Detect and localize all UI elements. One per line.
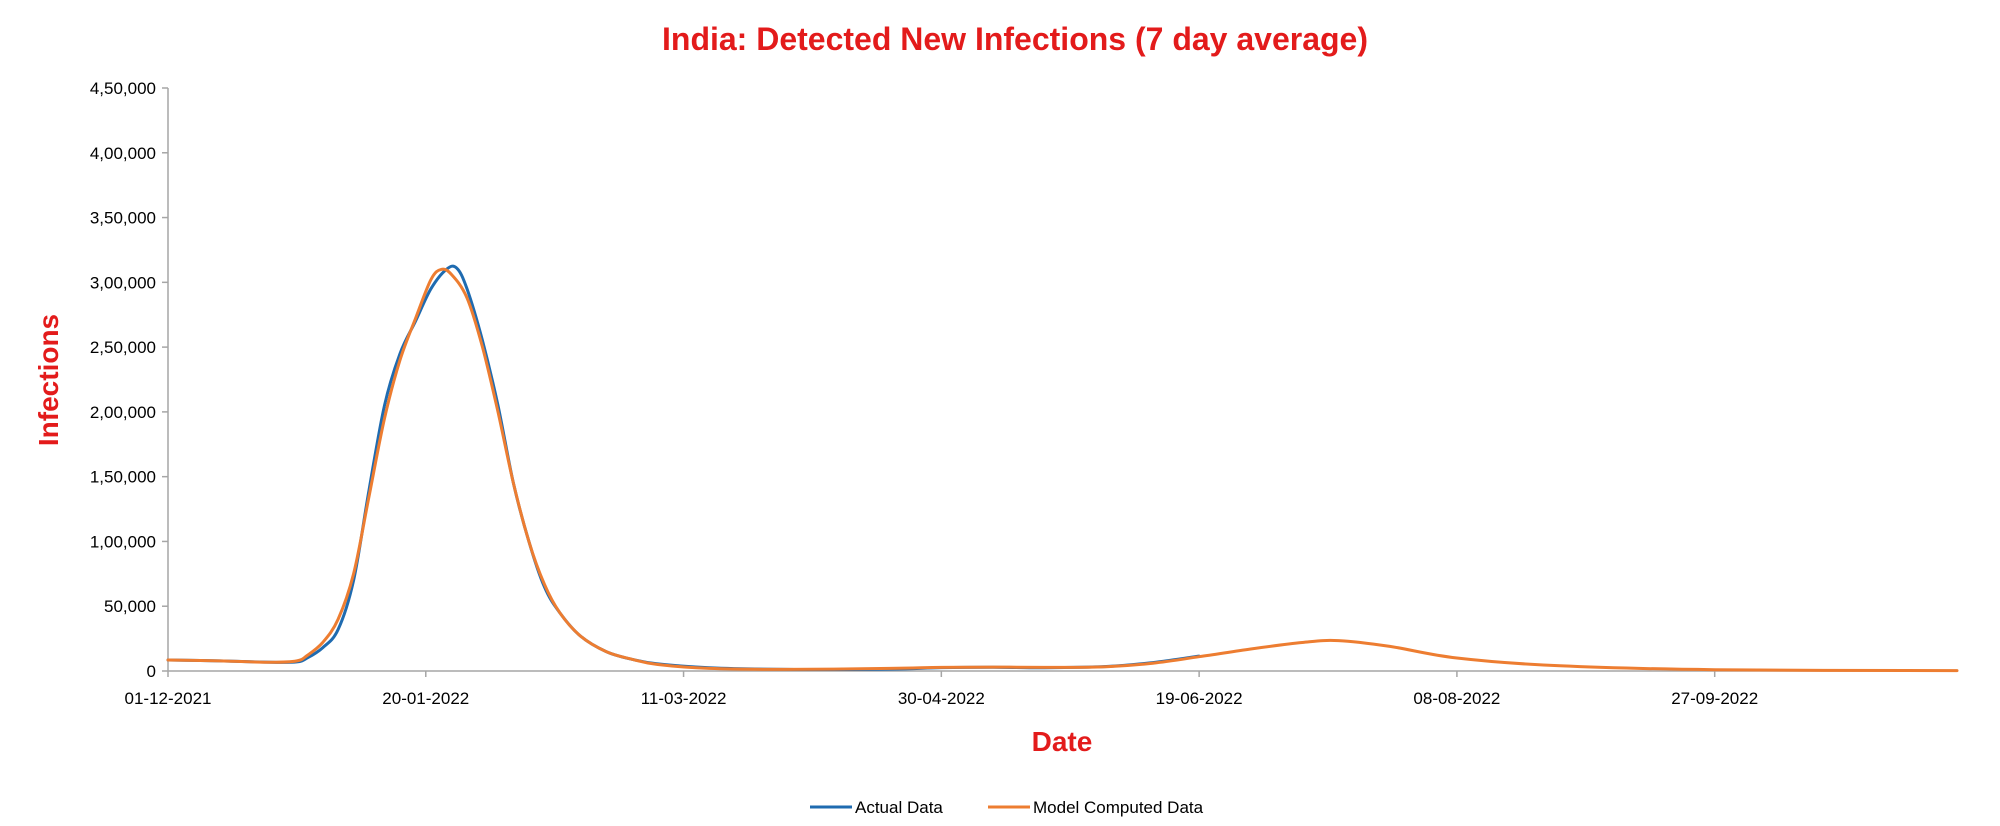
y-tick-label: 1,00,000 (90, 532, 156, 551)
x-tick-label: 30-04-2022 (898, 689, 985, 708)
y-axis-ticks: 0 50,000 1,00,000 1,50,000 2,00,000 2,50,000 3… (90, 79, 168, 681)
y-tick-label: 50,000 (104, 597, 156, 616)
series-layer (166, 264, 1959, 673)
y-tick-label: 3,00,000 (90, 273, 156, 292)
y-tick-label: 4,00,000 (90, 144, 156, 163)
series-line-model-computed-data (166, 267, 1959, 673)
y-tick-label: 2,00,000 (90, 403, 156, 422)
y-tick-label: 2,50,000 (90, 338, 156, 357)
y-tick-label: 1,50,000 (90, 468, 156, 487)
x-tick-label: 19-06-2022 (1156, 689, 1243, 708)
x-tick-label: 11-03-2022 (641, 689, 727, 708)
x-tick-label: 08-08-2022 (1413, 689, 1500, 708)
series-line-actual-data (166, 264, 1201, 672)
x-tick-label: 01-12-2021 (125, 689, 212, 708)
plot-area: 0 50,000 1,00,000 1,50,000 2,00,000 2,50,000 3… (90, 79, 1959, 708)
x-axis-title: Date (1032, 726, 1093, 757)
legend-label: Model Computed Data (1033, 798, 1204, 817)
x-tick-label: 27-09-2022 (1671, 689, 1758, 708)
chart-title: India: Detected New Infections (7 day av… (662, 21, 1368, 57)
y-axis-title: Infections (33, 314, 64, 446)
y-tick-label: 0 (147, 662, 156, 681)
y-tick-label: 4,50,000 (90, 79, 156, 98)
y-tick-label: 3,50,000 (90, 209, 156, 228)
x-tick-label: 20-01-2022 (382, 689, 469, 708)
legend: Actual Data Model Computed Data (810, 798, 1204, 817)
legend-label: Actual Data (855, 798, 943, 817)
x-axis-ticks: 01-12-2021 20-01-2022 11-03-2022 30-04-2022… (125, 671, 1758, 708)
